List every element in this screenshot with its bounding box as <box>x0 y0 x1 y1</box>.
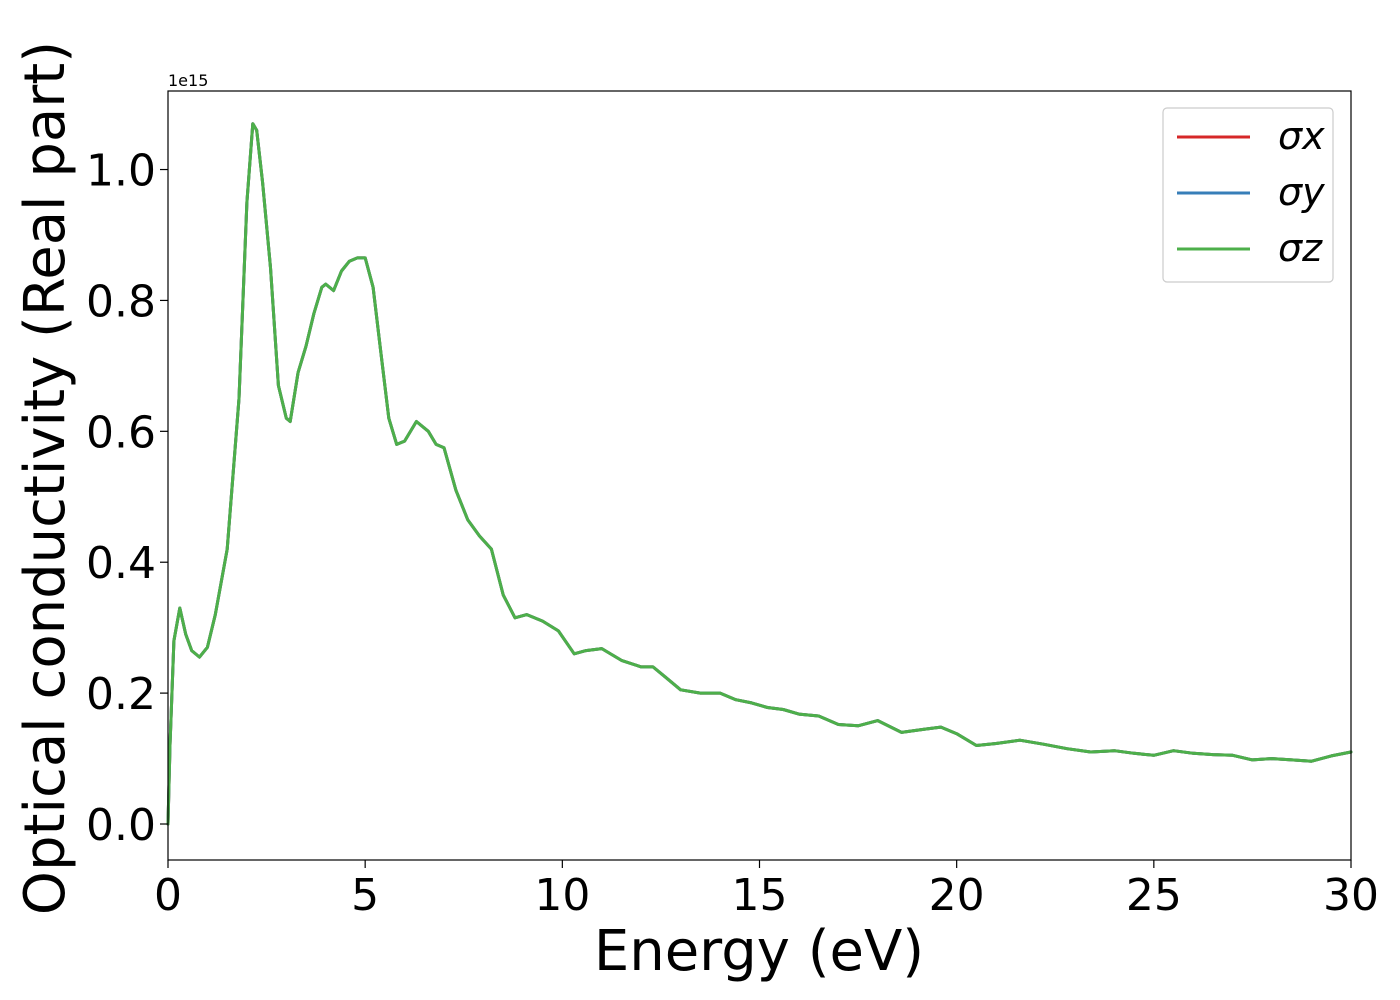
legend-box <box>1162 107 1334 283</box>
x-tick-label: 25 <box>1126 870 1182 921</box>
plot-area: 0 5 10 15 20 25 30 0.0 0.2 0.4 0.6 0.8 1.0 <box>86 90 1379 921</box>
x-tick-label: 15 <box>732 870 788 921</box>
x-tick-label: 5 <box>351 870 379 921</box>
series-line-3 <box>166 122 1353 826</box>
y-axis-label: Optical conductivity (Real part) <box>13 41 78 915</box>
y-tick-label: 1.0 <box>86 146 156 197</box>
x-tick-label: 0 <box>154 870 182 921</box>
y-axis-offset-label: 1e15 <box>168 71 208 90</box>
legend-label-3: σz <box>1278 226 1323 270</box>
y-tick-label: 0.2 <box>86 669 156 720</box>
x-tick-label: 10 <box>534 870 590 921</box>
y-tick-label: 0.0 <box>86 800 156 851</box>
x-tick-label: 20 <box>929 870 985 921</box>
y-tick-label: 0.8 <box>86 276 156 327</box>
y-tick-label: 0.6 <box>86 407 156 458</box>
x-tick-label: 30 <box>1323 870 1379 921</box>
y-tick-label: 0.4 <box>86 538 156 589</box>
legend-label-1: σx <box>1278 114 1325 158</box>
legend-label-2: σy <box>1278 170 1325 214</box>
legend: σx σy σz <box>1162 107 1334 283</box>
x-axis-label: Energy (eV) <box>594 919 924 984</box>
